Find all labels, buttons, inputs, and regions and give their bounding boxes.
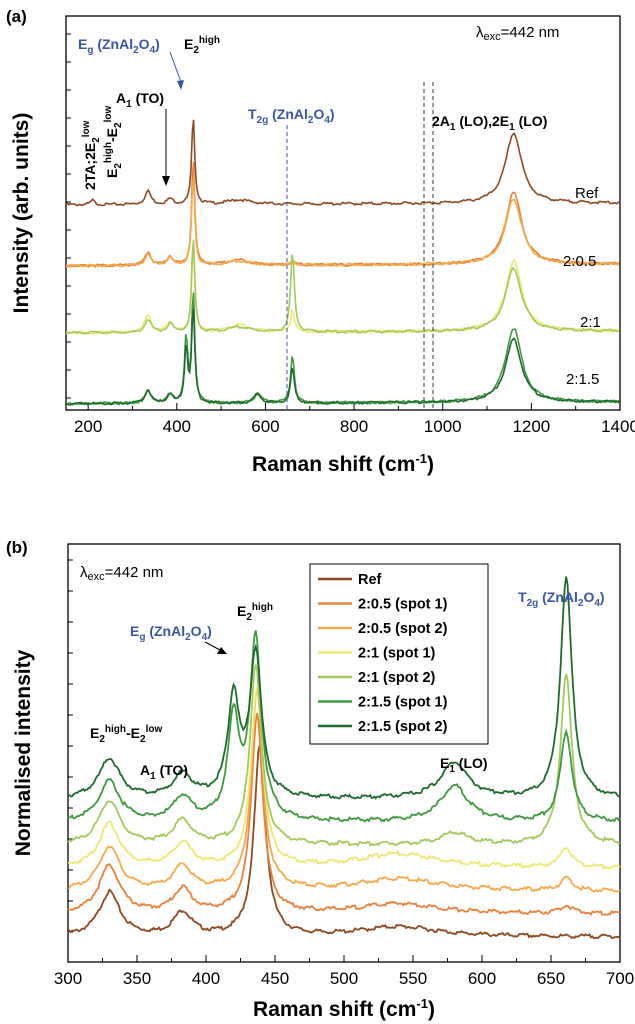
panel-a-x-axis-title: Raman shift (cm-1) (252, 451, 434, 476)
series-line-a-0 (65, 119, 620, 207)
panel-a-y-axis-title: Intensity (arb. units) (10, 113, 33, 314)
panel-a-frame (65, 15, 621, 411)
series-line-a-4 (65, 239, 620, 335)
series-line-b-1 (67, 712, 621, 917)
series-line-b-6 (68, 576, 621, 800)
series-line-a-6 (65, 308, 620, 406)
annotation-e2high-e2low: E2high-E2low (103, 106, 124, 178)
panel-b-excitation-label: λexc=442 nm (80, 564, 163, 583)
annotation-a1-to: A1 (TO) (116, 90, 164, 110)
x-tick-label: 1000 (424, 417, 462, 436)
panel-a-label-2-1: 2:1 (580, 314, 601, 331)
x-tick-label: 700 (606, 969, 634, 988)
x-tick-label: 400 (192, 969, 220, 988)
annotation-b-e1-lo: E1 (LO) (440, 755, 488, 775)
annotation-b-e2high: E2high (237, 602, 273, 623)
panel-a-label-ref: Ref (575, 185, 599, 202)
annotation-t2g-znal2o4: T2g (ZnAl2O4) (248, 106, 335, 126)
panel-b-x-axis-title: Raman shift (cm-1) (253, 996, 435, 1021)
panel-b-x-ticks: 300 350 400 450 500 550 600 650 700 (54, 559, 634, 988)
panel-a-label-2-1.5: 2:1.5 (566, 371, 599, 388)
legend-entry: Ref (358, 572, 382, 588)
x-tick-label: 550 (399, 969, 427, 988)
annotation-eg-znal2o4: Eg (ZnAl2O4) (78, 36, 160, 56)
x-tick-label: 400 (163, 417, 191, 436)
x-tick-label: 650 (537, 969, 565, 988)
panel-a-excitation-label: λexc=442 nm (476, 24, 559, 43)
annotation-b-e2high-e2low: E2high-E2low (90, 724, 162, 745)
annotation-b-t2g-znal2o4: T2g (ZnAl2O4) (518, 589, 605, 609)
legend-entry: 2:1.5 (spot 1) (358, 695, 448, 711)
panel-a: (a) 200 400 600 800 1000 1200 1400 Eg (ZnAl2O4… (6, 7, 635, 476)
annotation-b-a1-to: A1 (TO) (140, 762, 188, 782)
series-line-b-3 (67, 686, 621, 871)
x-tick-label: 600 (251, 417, 279, 436)
series-line-b-2 (67, 688, 621, 893)
panel-a-series-group (65, 119, 620, 406)
legend-entry: 2:0.5 (spot 2) (358, 621, 448, 637)
legend-entry: 2:0.5 (spot 1) (358, 597, 448, 613)
legend-entry: 2:1.5 (spot 2) (358, 719, 448, 735)
legend-entry: 2:1 (spot 1) (358, 646, 436, 662)
x-tick-label: 600 (468, 969, 496, 988)
series-line-b-0 (67, 744, 621, 940)
x-tick-label: 1200 (512, 417, 550, 436)
panel-a-guides (286, 82, 434, 410)
panel-a-x-ticks: 200 400 600 800 1000 1200 1400 (66, 33, 635, 436)
panel-b-tag: (b) (6, 538, 28, 557)
x-tick-label: 300 (54, 969, 82, 988)
panel-a-tag: (a) (6, 7, 27, 26)
annotation-e2high: E2high (184, 35, 220, 56)
annotation-2ta-2e2low: 2TA;2E2low (81, 120, 102, 190)
x-tick-label: 200 (74, 417, 102, 436)
panel-a-label-2-0.5: 2:0.5 (563, 253, 596, 270)
x-tick-label: 350 (123, 969, 151, 988)
panel-b-series-group (67, 576, 621, 940)
x-tick-label: 800 (340, 417, 368, 436)
annotation-b-eg-znal2o4: Eg (ZnAl2O4) (130, 623, 212, 643)
panel-b-legend: Ref 2:0.5 (spot 1) 2:0.5 (spot 2) 2:1 (spot… (309, 563, 489, 745)
series-line-a-5 (65, 292, 620, 406)
series-line-a-2 (65, 177, 620, 268)
series-line-b-4 (67, 664, 621, 848)
panel-b-y-axis-title: Normalised intensity (12, 649, 35, 856)
series-line-b-5 (67, 630, 621, 823)
x-tick-label: 1400 (601, 417, 635, 436)
panel-b: (b) 300 350 400 450 500 550 600 650 700 λexc=442… (6, 538, 634, 1021)
series-line-a-1 (65, 161, 620, 268)
x-tick-label: 450 (261, 969, 289, 988)
x-tick-label: 500 (330, 969, 358, 988)
legend-entry: 2:1 (spot 2) (358, 670, 436, 686)
annotation-2a1lo-2e1lo: 2A1 (LO),2E1 (LO) (432, 113, 547, 133)
